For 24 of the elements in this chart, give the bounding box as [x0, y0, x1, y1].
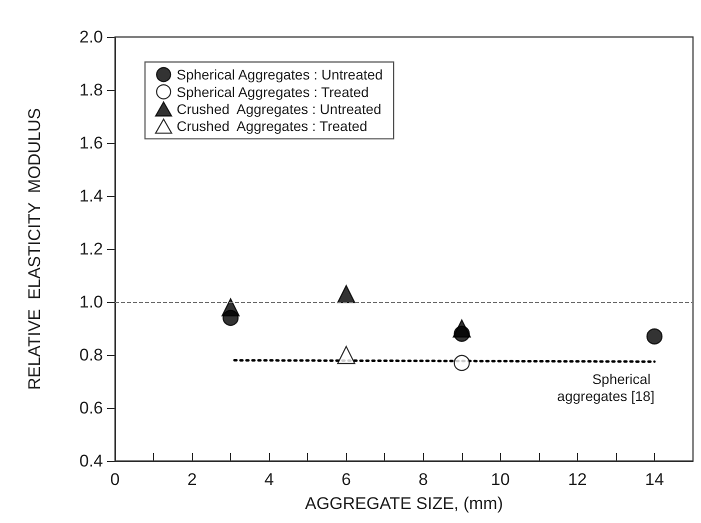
- x-tick-label: 8: [418, 470, 428, 489]
- y-tick-label: 1.0: [79, 292, 103, 312]
- x-tick-label: 2: [187, 470, 197, 489]
- series-label: Spherical aggregates [18]: [557, 371, 654, 404]
- x-tick-label: 4: [264, 470, 274, 489]
- x-tick-label: 10: [490, 470, 510, 489]
- x-tick-label: 12: [568, 470, 587, 489]
- y-axis-title: RELATIVE ELASTICITY MODULUS: [25, 108, 44, 390]
- legend-label: Crushed Aggregates : Treated: [176, 118, 368, 134]
- y-tick-label: 0.6: [79, 398, 103, 418]
- legend-label: Crushed Aggregates : Untreated: [176, 101, 382, 117]
- x-tick-label: 6: [341, 470, 351, 489]
- y-tick-label: 2.0: [79, 28, 103, 46]
- y-tick-label: 1.4: [79, 186, 103, 206]
- y-tick-label: 1.8: [79, 80, 103, 100]
- x-tick-label: 0: [110, 470, 120, 489]
- x-tick-label: 14: [645, 470, 664, 489]
- legend-label: Spherical Aggregates : Untreated: [176, 66, 383, 83]
- y-tick-label: 1.6: [79, 134, 103, 152]
- x-axis-title: AGGREGATE SIZE, (mm): [304, 494, 504, 513]
- y-tick-label: 0.4: [79, 452, 103, 470]
- y-tick-label: 0.8: [79, 346, 103, 364]
- y-tick-label: 1.2: [79, 240, 103, 258]
- legend-label: Spherical Aggregates : Treated: [176, 84, 369, 100]
